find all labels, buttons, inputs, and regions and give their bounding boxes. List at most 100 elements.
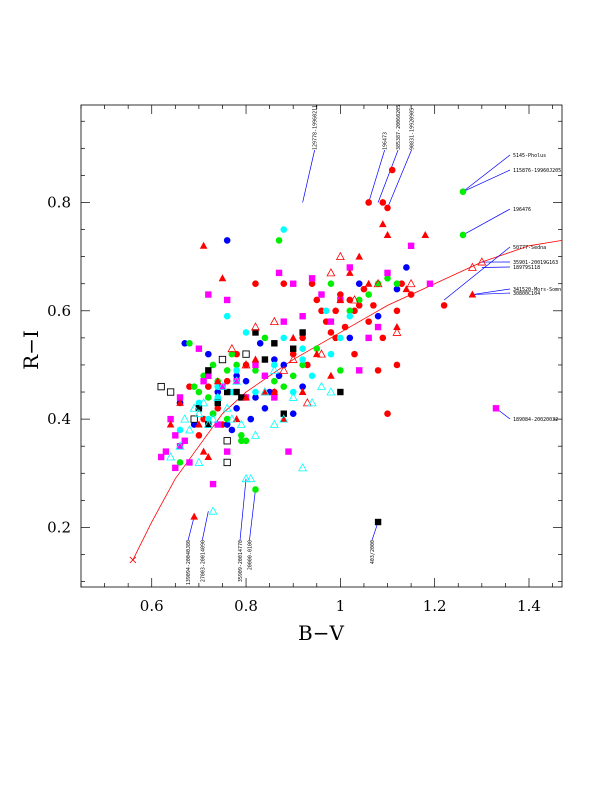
data-point: [379, 334, 387, 342]
data-point: [184, 425, 194, 434]
data-point: [167, 415, 174, 423]
data-point: [251, 430, 260, 439]
data-point: [223, 312, 231, 320]
data-point: [194, 457, 204, 466]
data-point: [407, 242, 415, 250]
data-point: [327, 329, 335, 336]
data-point: [364, 279, 373, 287]
data-point: [327, 280, 335, 288]
data-point: [280, 361, 288, 369]
data-point: [166, 452, 176, 461]
data-point: [251, 355, 260, 363]
data-point: [459, 231, 467, 239]
annotation-label: 35909-20014770: [238, 540, 244, 582]
data-point: [351, 307, 358, 315]
x-tick-label: 0.6: [140, 597, 164, 615]
data-point: [214, 388, 222, 396]
data-point: [393, 285, 401, 293]
data-point: [223, 458, 231, 467]
data-point: [299, 345, 306, 353]
data-point: [337, 334, 344, 342]
data-point: [186, 383, 193, 390]
data-point: [199, 241, 208, 249]
data-point: [477, 257, 487, 266]
data-point: [242, 393, 250, 401]
data-point: [261, 356, 269, 363]
data-point: [384, 410, 391, 417]
data-point: [288, 392, 298, 401]
annotation-label: 341520-Mors-Somn: [513, 287, 561, 293]
data-point: [374, 367, 382, 374]
annotation-label: 5145-Pholus: [513, 153, 546, 159]
data-point: [195, 405, 203, 412]
annotation-leader: [201, 511, 209, 541]
y-axis-ticks: 0.2 0.4 0.6 0.8: [47, 120, 562, 582]
data-point: [218, 355, 227, 364]
x-tick-label: 1.2: [423, 597, 447, 615]
data-point: [406, 278, 416, 288]
data-point: [269, 419, 279, 428]
data-point: [275, 372, 283, 380]
annotation-label: 139094-20040J80: [186, 540, 192, 585]
data-point: [280, 280, 288, 288]
y-axis-label: R−I: [19, 330, 43, 370]
data-point: [393, 361, 401, 369]
data-point: [332, 334, 339, 342]
data-point: [307, 398, 317, 407]
annotation-leader: [462, 154, 511, 192]
data-point: [337, 291, 344, 298]
data-point: [233, 404, 240, 412]
data-point: [162, 448, 170, 455]
data-point: [203, 419, 213, 428]
data-point: [289, 410, 297, 417]
data-point: [402, 285, 411, 293]
data-point: [175, 441, 185, 450]
data-point: [194, 408, 204, 418]
annotation-label: 196476: [513, 207, 531, 213]
annotation-leader: [187, 516, 195, 541]
data-point: [356, 367, 363, 374]
data-point: [285, 448, 292, 455]
data-point: [355, 302, 363, 309]
data-point: [190, 383, 198, 390]
x-tick-label: 0.8: [234, 597, 258, 615]
data-point: [308, 372, 316, 380]
data-point: [288, 354, 298, 363]
data-point: [223, 388, 231, 396]
data-point: [388, 166, 396, 174]
data-point: [218, 274, 227, 282]
data-point: [176, 459, 184, 466]
data-point: [214, 399, 221, 407]
data-point: [337, 367, 344, 374]
data-point: [335, 251, 345, 261]
data-point: [299, 313, 306, 320]
data-point: [374, 312, 382, 320]
data-point: [337, 388, 344, 396]
data-point: [271, 394, 278, 401]
annotation-leader: [387, 149, 412, 209]
data-point: [346, 307, 354, 315]
data-point: [322, 307, 330, 315]
y-tick-label: 0.8: [47, 193, 71, 211]
data-point: [238, 394, 245, 401]
annotation-label: 35901-20019G163: [513, 260, 558, 266]
annotation-leader: [472, 292, 511, 295]
data-point: [318, 307, 325, 315]
data-point: [260, 387, 270, 396]
data-point: [209, 410, 217, 417]
data-point: [247, 415, 255, 423]
x-axis-ticks: 0.6 0.8 1 1.2 1.4: [80, 105, 553, 615]
data-point: [492, 405, 500, 412]
data-point: [190, 512, 198, 520]
data-point: [205, 367, 212, 374]
annotation-label: 30800C104: [513, 291, 540, 297]
data-point: [223, 448, 231, 455]
data-point: [269, 365, 279, 374]
data-point: [227, 414, 237, 423]
data-point: [242, 437, 250, 445]
data-point: [326, 387, 336, 396]
annotation-leader: [462, 208, 511, 236]
data-point: [345, 268, 354, 276]
data-point: [383, 230, 392, 238]
